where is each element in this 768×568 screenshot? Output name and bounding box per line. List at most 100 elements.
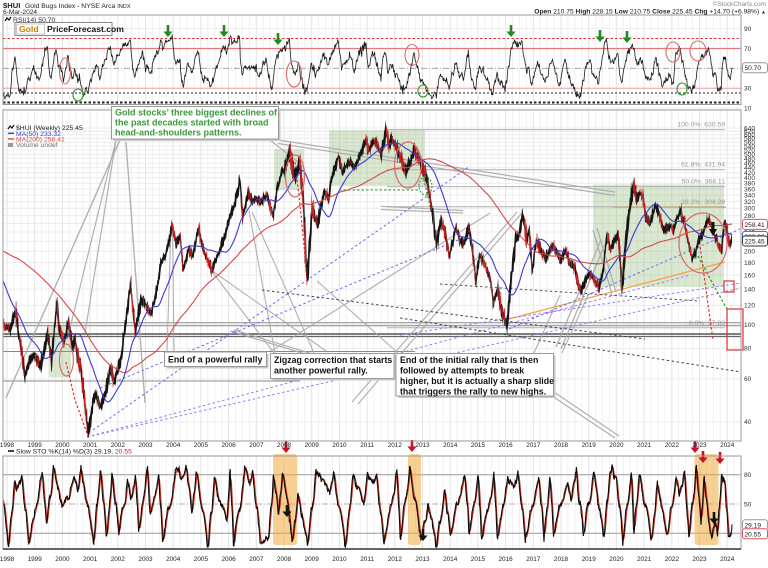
svg-text:End of a powerful rally: End of a powerful rally <box>168 355 262 365</box>
svg-text:2008: 2008 <box>277 442 292 449</box>
svg-text:that triggers the rally to new: that triggers the rally to new highs. <box>400 387 546 397</box>
svg-text:2007: 2007 <box>249 556 264 563</box>
svg-text:520: 520 <box>744 147 755 154</box>
svg-text:300: 300 <box>744 206 755 213</box>
svg-text:80: 80 <box>744 346 752 353</box>
svg-text:50.70: 50.70 <box>745 65 762 72</box>
svg-text:500: 500 <box>744 152 755 159</box>
svg-text:258.41: 258.41 <box>745 222 766 229</box>
svg-text:420: 420 <box>744 170 755 177</box>
svg-text:480: 480 <box>744 156 755 163</box>
svg-text:90: 90 <box>744 26 752 33</box>
svg-text:2002: 2002 <box>111 442 126 449</box>
svg-text:2016: 2016 <box>498 442 513 449</box>
svg-text:180: 180 <box>744 260 755 267</box>
svg-text:2023: 2023 <box>692 442 707 449</box>
svg-text:540: 540 <box>744 143 755 150</box>
svg-text:2024: 2024 <box>720 556 735 563</box>
svg-text:2013: 2013 <box>415 556 430 563</box>
svg-text:2022: 2022 <box>665 556 680 563</box>
svg-text:2021: 2021 <box>637 442 652 449</box>
svg-text:1999: 1999 <box>28 442 43 449</box>
svg-text:2015: 2015 <box>471 556 486 563</box>
svg-text:100.0%: 630.59: 100.0%: 630.59 <box>677 122 725 129</box>
svg-text:followed by attempts to break: followed by attempts to break <box>400 366 524 376</box>
svg-text:60: 60 <box>744 376 752 383</box>
svg-text:50.0%: 368.11: 50.0%: 368.11 <box>682 179 726 186</box>
svg-text:$HUI: $HUI <box>3 1 20 10</box>
svg-text:2016: 2016 <box>498 556 513 563</box>
svg-text:MA(200) 258.41: MA(200) 258.41 <box>16 137 65 144</box>
svg-text:2010: 2010 <box>332 556 347 563</box>
svg-text:140: 140 <box>744 286 755 293</box>
svg-text:2009: 2009 <box>305 442 320 449</box>
svg-text:440: 440 <box>744 165 755 172</box>
svg-text:400: 400 <box>744 175 755 182</box>
svg-text:Gold stocks’ three biggest dec: Gold stocks’ three biggest declines of <box>115 108 278 118</box>
svg-text:1998: 1998 <box>0 442 15 449</box>
svg-text:©StockCharts.com: ©StockCharts.com <box>713 0 766 8</box>
svg-text:380: 380 <box>744 181 755 188</box>
svg-text:640: 640 <box>744 125 755 132</box>
svg-text:2004: 2004 <box>166 556 181 563</box>
svg-text:2009: 2009 <box>305 556 320 563</box>
svg-text:50: 50 <box>744 501 752 508</box>
svg-text:2024: 2024 <box>720 442 735 449</box>
svg-text:Volume undef: Volume undef <box>16 142 58 149</box>
svg-text:2021: 2021 <box>637 556 652 563</box>
svg-text:2023: 2023 <box>692 556 707 563</box>
svg-text:2011: 2011 <box>360 556 374 563</box>
svg-text:2007: 2007 <box>249 442 264 449</box>
svg-text:2000: 2000 <box>55 556 70 563</box>
svg-text:Gold: Gold <box>19 24 39 34</box>
svg-text:2001: 2001 <box>83 556 98 563</box>
svg-text:620: 620 <box>744 129 755 136</box>
svg-text:2019: 2019 <box>582 556 597 563</box>
svg-text:2011: 2011 <box>360 442 374 449</box>
svg-text:2022: 2022 <box>665 442 680 449</box>
svg-text:61.8%: 431.94: 61.8%: 431.94 <box>681 162 725 169</box>
svg-text:2001: 2001 <box>83 442 98 449</box>
svg-text:29.19: 29.19 <box>745 522 762 529</box>
svg-text:580: 580 <box>744 136 755 143</box>
svg-text:225.45: 225.45 <box>745 239 766 246</box>
svg-text:1999: 1999 <box>28 556 43 563</box>
svg-text:320: 320 <box>744 199 755 206</box>
svg-text:PriceForecast.com: PriceForecast.com <box>47 24 124 34</box>
svg-text:70: 70 <box>744 46 752 53</box>
svg-text:460: 460 <box>744 160 755 167</box>
svg-text:80: 80 <box>744 472 752 479</box>
svg-text:2018: 2018 <box>554 442 569 449</box>
svg-text:2017: 2017 <box>526 442 541 449</box>
svg-text:20.55: 20.55 <box>745 531 762 538</box>
svg-text:10: 10 <box>744 106 752 113</box>
svg-text:2017: 2017 <box>526 556 541 563</box>
svg-text:2020: 2020 <box>609 442 624 449</box>
svg-text:160: 160 <box>744 272 755 279</box>
svg-text:RSI(14) 50.70: RSI(14) 50.70 <box>13 17 56 24</box>
svg-text:120: 120 <box>744 303 755 310</box>
svg-text:280: 280 <box>744 213 755 220</box>
svg-text:2002: 2002 <box>111 556 126 563</box>
svg-text:30: 30 <box>744 86 752 93</box>
svg-text:2014: 2014 <box>443 442 458 449</box>
svg-text:40: 40 <box>744 419 752 426</box>
svg-text:2014: 2014 <box>443 556 458 563</box>
svg-text:MA(50) 233.32: MA(50) 233.32 <box>16 131 61 138</box>
svg-text:2003: 2003 <box>138 442 153 449</box>
svg-text:head-and-shoulders patterns.: head-and-shoulders patterns. <box>115 128 242 138</box>
svg-text:2004: 2004 <box>166 442 181 449</box>
svg-text:560: 560 <box>744 140 755 147</box>
svg-text:2005: 2005 <box>194 442 209 449</box>
svg-text:200: 200 <box>744 249 755 256</box>
svg-text:2008: 2008 <box>277 556 292 563</box>
svg-text:2010: 2010 <box>332 442 347 449</box>
svg-text:2018: 2018 <box>554 556 569 563</box>
svg-text:100: 100 <box>744 322 755 329</box>
svg-text:2020: 2020 <box>609 556 624 563</box>
svg-text:2012: 2012 <box>388 442 403 449</box>
svg-text:38.2%: 304.28: 38.2%: 304.28 <box>681 199 725 206</box>
svg-text:the past decades started with: the past decades started with broad <box>115 118 269 128</box>
svg-text:2005: 2005 <box>194 556 209 563</box>
svg-text:2019: 2019 <box>582 442 597 449</box>
